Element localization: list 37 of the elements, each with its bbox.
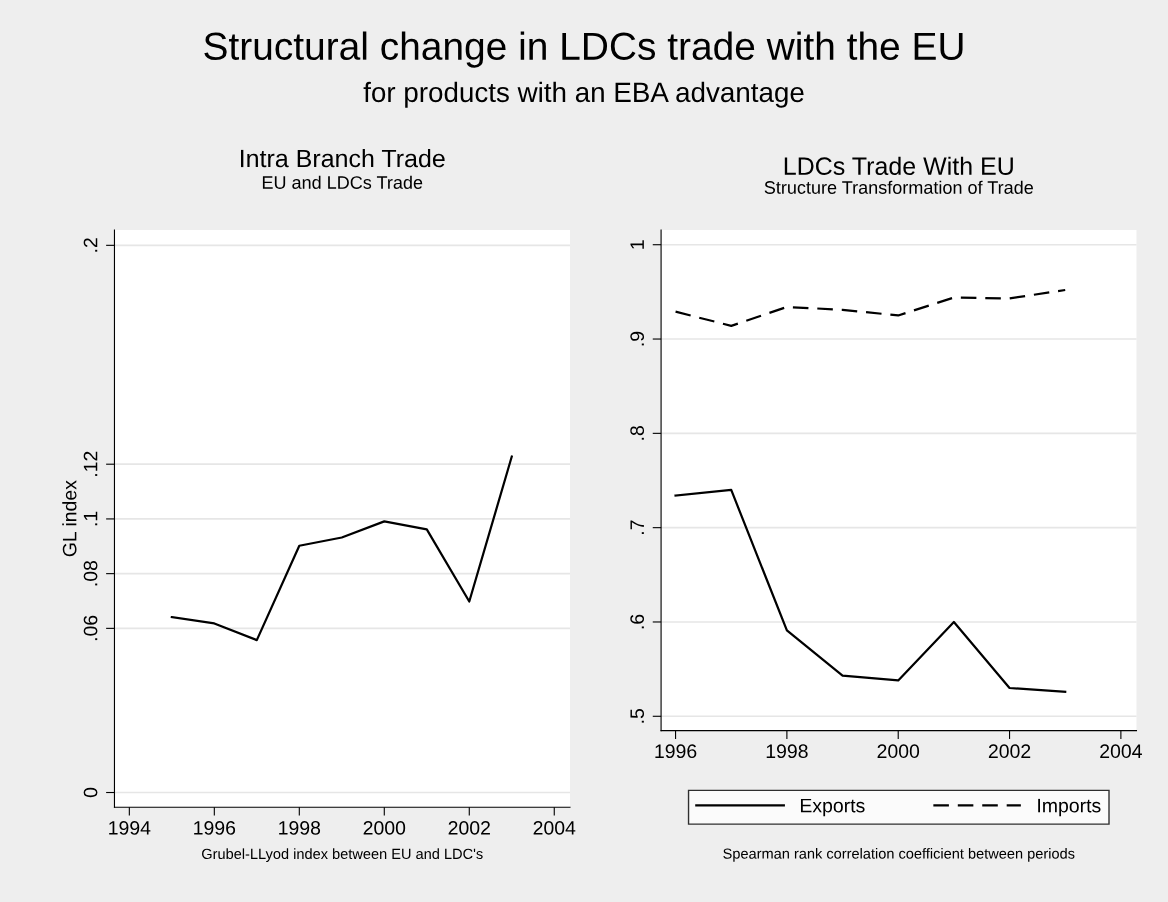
x-tick-label: 1996 [655, 744, 697, 759]
legend-label: Exports [800, 798, 865, 817]
line-series [674, 488, 1067, 693]
y-tick-label: .2 [83, 238, 98, 252]
y-tick-label: .5 [630, 708, 645, 723]
x-tick-label: 2002 [448, 821, 490, 835]
x-axis-title: Spearman rank correlation coefficient between periods [723, 848, 1075, 862]
x-tick-label: 1998 [279, 821, 321, 835]
y-tick-label: 0 [83, 787, 98, 798]
y-tick-label: .8 [630, 426, 645, 440]
x-axis-title: Grubel-LLyod index between EU and LDC's [202, 848, 483, 862]
chart-subtitle: EU and LDCs Trade [262, 175, 423, 189]
x-tick-label: 2000 [363, 821, 406, 835]
x-tick-label: 2004 [1100, 744, 1142, 759]
y-axis-title: GL index [62, 480, 77, 557]
x-tick-label: 2004 [533, 821, 576, 835]
line-series [170, 455, 513, 642]
legend-label: Imports [1038, 798, 1101, 817]
text: for products with an EBA advantage [363, 81, 804, 108]
y-tick-label: .1 [83, 511, 98, 526]
y-tick-label: .9 [630, 331, 645, 346]
x-tick-label: 1998 [766, 744, 808, 759]
text: Structural change in LDCs trade with the EU [204, 31, 963, 68]
x-tick-label: 1996 [194, 821, 236, 835]
y-tick-label: 1 [630, 240, 644, 249]
y-tick-label: .7 [630, 520, 644, 534]
chart-title: LDCs Trade With EU [784, 156, 1013, 176]
y-tick-label: .08 [83, 560, 98, 586]
chart-title: Intra Branch Trade [241, 148, 445, 168]
chart-subtitle: Structure Transformation of Trade [764, 180, 1033, 194]
x-tick-label: 2000 [877, 744, 920, 759]
line-series [674, 288, 1067, 327]
y-tick-label: .06 [83, 615, 98, 641]
y-tick-label: .12 [83, 451, 98, 476]
y-tick-label: .6 [630, 614, 645, 629]
x-tick-label: 2002 [988, 744, 1031, 759]
x-tick-label: 1994 [109, 821, 151, 835]
